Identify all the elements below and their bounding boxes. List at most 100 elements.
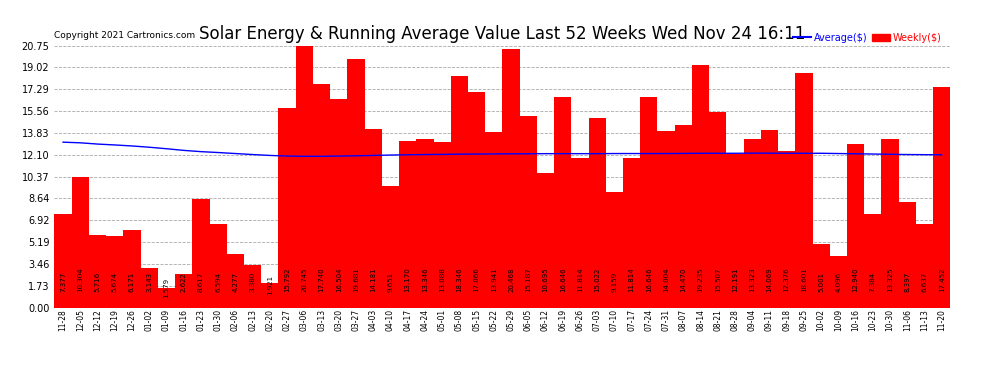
Bar bbox=[727, 154, 743, 308]
Bar bbox=[847, 144, 864, 308]
Bar bbox=[520, 116, 537, 308]
Bar bbox=[261, 283, 278, 308]
Text: 13.323: 13.323 bbox=[749, 268, 755, 292]
Text: 20.468: 20.468 bbox=[508, 268, 514, 292]
Text: 5.001: 5.001 bbox=[818, 272, 825, 292]
Text: 6.171: 6.171 bbox=[129, 272, 135, 292]
Text: 11.814: 11.814 bbox=[629, 268, 635, 292]
Text: 6.594: 6.594 bbox=[215, 272, 221, 292]
Bar bbox=[468, 92, 485, 308]
Bar bbox=[692, 65, 709, 308]
Bar bbox=[71, 177, 89, 308]
Bar bbox=[743, 140, 761, 308]
Text: 14.181: 14.181 bbox=[370, 268, 376, 292]
Text: 13.088: 13.088 bbox=[440, 268, 446, 292]
Text: 12.376: 12.376 bbox=[784, 268, 790, 292]
Text: 10.304: 10.304 bbox=[77, 268, 83, 292]
Bar bbox=[192, 199, 210, 308]
Bar bbox=[641, 98, 657, 308]
Text: 18.346: 18.346 bbox=[456, 268, 462, 292]
Text: 9.651: 9.651 bbox=[387, 272, 393, 292]
Bar bbox=[537, 172, 554, 308]
Bar bbox=[54, 214, 71, 308]
Text: 13.325: 13.325 bbox=[887, 268, 893, 292]
Text: 4.096: 4.096 bbox=[836, 272, 842, 292]
Bar bbox=[313, 84, 330, 308]
Text: 15.187: 15.187 bbox=[526, 268, 532, 292]
Text: 4.277: 4.277 bbox=[233, 272, 239, 292]
Text: 13.941: 13.941 bbox=[491, 268, 497, 292]
Bar bbox=[916, 224, 934, 308]
Bar bbox=[330, 99, 347, 308]
Text: 6.637: 6.637 bbox=[922, 272, 928, 292]
Text: 18.601: 18.601 bbox=[801, 268, 807, 292]
Bar bbox=[382, 186, 399, 308]
Bar bbox=[244, 265, 261, 308]
Bar bbox=[399, 141, 416, 308]
Text: 15.022: 15.022 bbox=[594, 268, 600, 292]
Bar bbox=[210, 224, 227, 308]
Bar bbox=[899, 201, 916, 308]
Text: 17.066: 17.066 bbox=[473, 268, 479, 292]
Text: 14.470: 14.470 bbox=[680, 268, 686, 292]
Legend: Average($), Weekly($): Average($), Weekly($) bbox=[790, 29, 945, 46]
Text: 13.170: 13.170 bbox=[405, 268, 411, 292]
Text: 5.674: 5.674 bbox=[112, 272, 118, 292]
Text: 8.617: 8.617 bbox=[198, 272, 204, 292]
Bar bbox=[934, 87, 950, 308]
Text: 12.191: 12.191 bbox=[732, 268, 738, 292]
Bar bbox=[761, 130, 778, 308]
Bar bbox=[106, 236, 124, 308]
Text: 5.716: 5.716 bbox=[94, 272, 101, 292]
Bar bbox=[657, 131, 675, 308]
Bar bbox=[434, 142, 450, 308]
Text: Copyright 2021 Cartronics.com: Copyright 2021 Cartronics.com bbox=[54, 31, 196, 40]
Text: 2.622: 2.622 bbox=[180, 273, 187, 292]
Bar bbox=[485, 132, 503, 308]
Bar bbox=[709, 112, 727, 308]
Text: 8.397: 8.397 bbox=[904, 272, 911, 292]
Bar bbox=[864, 214, 881, 308]
Bar bbox=[278, 108, 296, 307]
Text: 11.814: 11.814 bbox=[577, 268, 583, 292]
Bar bbox=[830, 256, 847, 308]
Bar bbox=[795, 73, 813, 308]
Bar bbox=[416, 139, 434, 308]
Text: 17.740: 17.740 bbox=[319, 268, 325, 292]
Title: Solar Energy & Running Average Value Last 52 Weeks Wed Nov 24 16:11: Solar Energy & Running Average Value Las… bbox=[199, 26, 806, 44]
Text: 16.646: 16.646 bbox=[645, 268, 651, 292]
Text: 9.159: 9.159 bbox=[612, 272, 618, 292]
Text: 15.792: 15.792 bbox=[284, 268, 290, 292]
Text: 14.069: 14.069 bbox=[766, 268, 772, 292]
Bar bbox=[606, 192, 623, 308]
Bar bbox=[364, 129, 382, 308]
Bar bbox=[347, 59, 364, 308]
Text: 15.507: 15.507 bbox=[715, 268, 721, 292]
Bar bbox=[89, 236, 106, 308]
Bar bbox=[571, 158, 589, 308]
Bar bbox=[175, 274, 192, 308]
Text: 19.681: 19.681 bbox=[353, 268, 359, 292]
Bar bbox=[813, 244, 830, 308]
Bar bbox=[450, 76, 468, 308]
Text: 3.143: 3.143 bbox=[147, 272, 152, 292]
Bar bbox=[296, 46, 313, 308]
Bar bbox=[623, 158, 641, 308]
Bar bbox=[157, 288, 175, 308]
Text: 7.384: 7.384 bbox=[870, 272, 876, 292]
Text: 13.346: 13.346 bbox=[422, 268, 428, 292]
Text: 17.452: 17.452 bbox=[939, 268, 944, 292]
Bar bbox=[589, 118, 606, 308]
Bar bbox=[675, 125, 692, 308]
Text: 3.380: 3.380 bbox=[249, 272, 255, 292]
Bar bbox=[881, 140, 899, 308]
Text: 20.745: 20.745 bbox=[301, 268, 307, 292]
Text: 12.940: 12.940 bbox=[852, 268, 858, 292]
Text: 16.504: 16.504 bbox=[336, 268, 342, 292]
Bar bbox=[554, 98, 571, 308]
Text: 1.579: 1.579 bbox=[163, 278, 169, 297]
Text: 19.235: 19.235 bbox=[698, 268, 704, 292]
Text: 7.377: 7.377 bbox=[60, 272, 66, 292]
Text: 14.004: 14.004 bbox=[663, 268, 669, 292]
Bar bbox=[227, 254, 244, 308]
